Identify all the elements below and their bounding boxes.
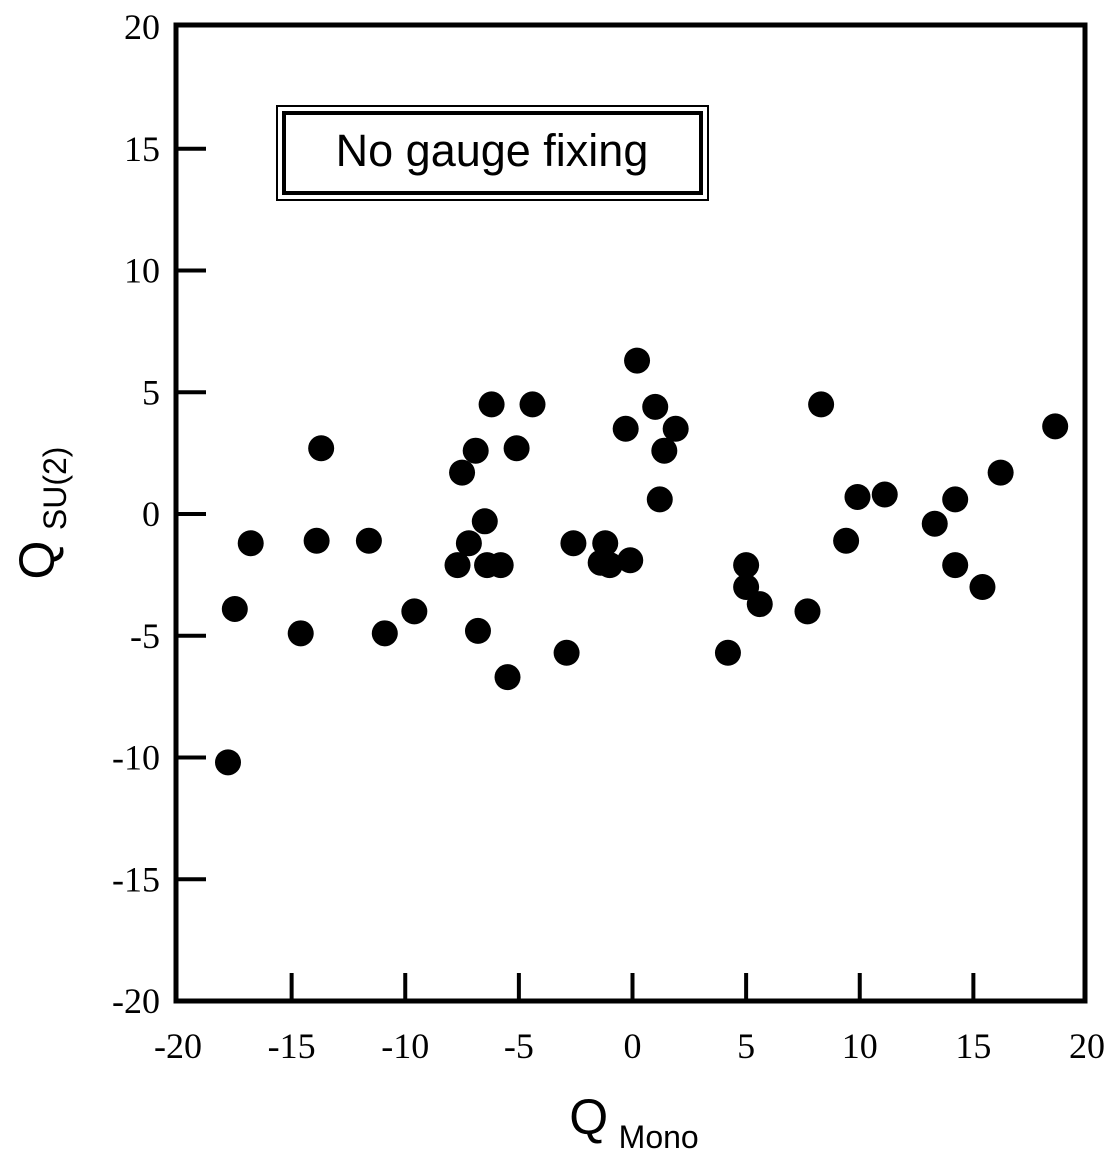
y-tick-label: -15	[112, 859, 160, 899]
data-point	[942, 552, 969, 579]
y-tick-label: 15	[124, 129, 160, 169]
data-point	[596, 552, 623, 579]
x-axis-title-subscript: Mono	[619, 1119, 699, 1155]
data-point	[503, 435, 530, 462]
data-point	[371, 620, 398, 647]
data-point	[642, 393, 669, 420]
data-point	[733, 552, 760, 579]
y-tick-label: 10	[124, 251, 160, 291]
data-point	[449, 459, 476, 486]
svg-text:Q Mono: Q Mono	[569, 1089, 698, 1155]
x-tick-label: 0	[624, 1026, 642, 1066]
data-point	[1042, 413, 1069, 440]
data-point	[494, 664, 521, 691]
data-point	[214, 749, 241, 776]
y-axis-title: Q SU(2)	[9, 447, 73, 580]
data-point	[464, 617, 491, 644]
data-point	[519, 391, 546, 418]
y-tick-label: -20	[112, 981, 160, 1021]
data-point	[444, 552, 471, 579]
x-axis-title-main: Q	[569, 1089, 608, 1145]
data-point	[612, 415, 639, 442]
data-point	[794, 598, 821, 625]
x-tick-label: 15	[955, 1026, 991, 1066]
data-point	[844, 483, 871, 510]
data-point	[487, 552, 514, 579]
data-point	[355, 527, 382, 554]
annotation-box-inner-border	[282, 111, 703, 195]
x-tick-label: -5	[504, 1026, 534, 1066]
data-point	[560, 530, 587, 557]
data-point	[714, 639, 741, 666]
data-point	[662, 415, 689, 442]
data-point	[617, 547, 644, 574]
y-axis-ticks: -20 -15 -10 -5 0 5 10 15 20	[112, 7, 206, 1021]
data-point	[746, 591, 773, 618]
data-point	[624, 347, 651, 374]
annotation-text: No gauge fixing	[336, 125, 649, 176]
y-tick-label: 0	[142, 494, 160, 534]
annotation-box-outer-border	[276, 105, 709, 201]
data-point	[871, 481, 898, 508]
x-tick-label: 20	[1069, 1026, 1105, 1066]
data-point	[646, 486, 673, 513]
y-tick-label: 20	[124, 7, 160, 47]
data-point	[287, 620, 314, 647]
x-tick-label: 10	[842, 1026, 878, 1066]
data-point	[401, 598, 428, 625]
data-point	[833, 527, 860, 554]
data-point	[969, 574, 996, 601]
x-tick-label: -15	[268, 1026, 316, 1066]
data-point	[471, 508, 498, 535]
annotation-box: No gauge fixing	[276, 105, 709, 201]
data-point	[592, 530, 619, 557]
x-axis-title: Q Mono	[569, 1089, 698, 1155]
x-tick-label: -20	[154, 1026, 202, 1066]
data-point	[308, 435, 335, 462]
y-tick-label: -10	[112, 738, 160, 778]
data-point	[987, 459, 1014, 486]
data-points	[214, 347, 1069, 776]
data-point	[808, 391, 835, 418]
x-tick-label: 5	[737, 1026, 755, 1066]
y-axis-title-subscript: SU(2)	[37, 447, 73, 531]
data-point	[478, 391, 505, 418]
y-tick-label: 5	[142, 372, 160, 412]
data-point	[651, 437, 678, 464]
data-point	[553, 639, 580, 666]
data-point	[942, 486, 969, 513]
data-point	[921, 510, 948, 537]
x-axis-ticks: -20 -15 -10 -5 0 5 10 15 20	[154, 973, 1105, 1066]
x-tick-label: -10	[381, 1026, 429, 1066]
y-axis-title-main: Q	[9, 541, 65, 580]
data-point	[462, 437, 489, 464]
data-point	[303, 527, 330, 554]
y-tick-label: -5	[130, 616, 160, 656]
data-point	[455, 530, 482, 557]
data-point	[237, 530, 264, 557]
svg-text:Q SU(2): Q SU(2)	[9, 447, 73, 580]
data-point	[221, 595, 248, 622]
